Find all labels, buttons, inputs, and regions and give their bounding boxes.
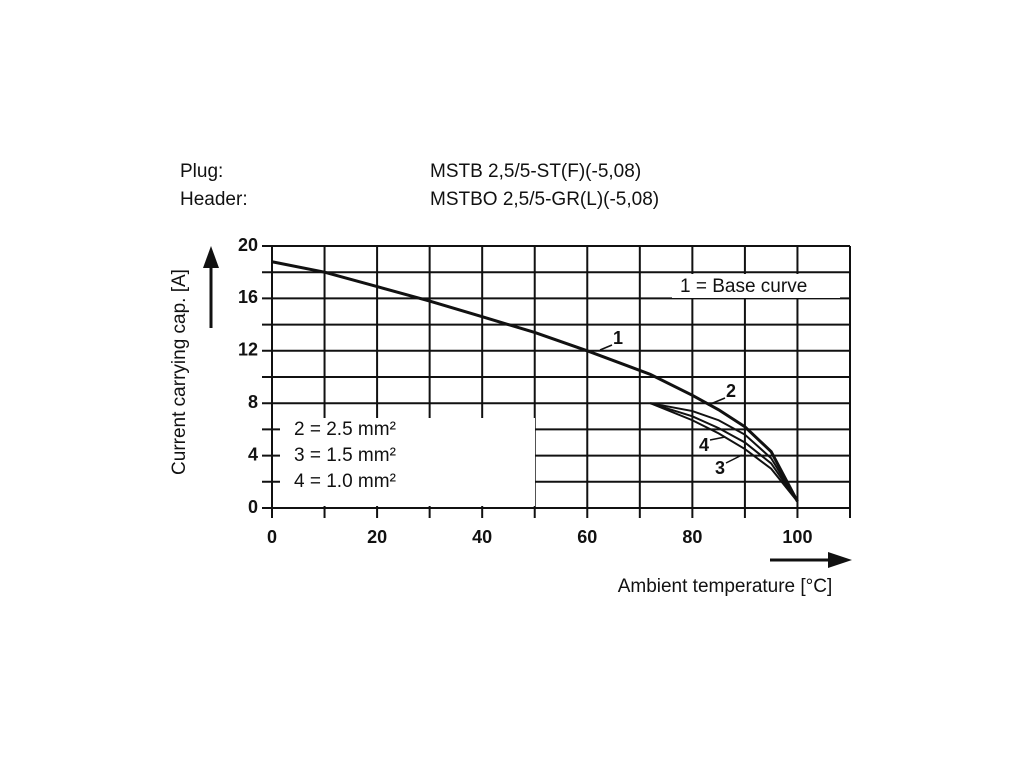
x-tick-label: 60 <box>577 527 597 547</box>
x-tick-label: 0 <box>267 527 277 547</box>
y-tick-label: 4 <box>248 444 258 464</box>
y-tick-label: 16 <box>238 287 258 307</box>
x-axis-label: Ambient temperature [°C] <box>618 576 833 597</box>
curve-label: 2 <box>726 381 736 401</box>
plug-label: Plug: <box>180 161 223 182</box>
curve-leader <box>707 397 726 406</box>
series-line <box>650 402 799 502</box>
curve-label: 3 <box>715 458 725 478</box>
y-tick-label: 12 <box>238 340 258 360</box>
curve-leader <box>709 436 726 441</box>
x-tick-label: 40 <box>472 527 492 547</box>
header-label: Header: <box>180 189 248 210</box>
series-line <box>271 260 799 503</box>
legend-box <box>280 418 535 506</box>
legend-entry: 2 = 2.5 mm² <box>294 419 396 440</box>
legend-entry: 1 = Base curve <box>680 276 807 297</box>
series-line <box>649 402 799 503</box>
x-tick-label: 80 <box>682 527 702 547</box>
plug-value: MSTB 2,5/5-ST(F)(-5,08) <box>430 161 641 182</box>
y-arrow <box>203 246 219 328</box>
curve-leader <box>725 454 743 464</box>
curve-leader <box>599 344 613 351</box>
curve-label: 4 <box>699 435 709 455</box>
series-line <box>650 402 799 503</box>
curve-label: 1 <box>613 328 623 348</box>
x-tick-label: 100 <box>782 527 812 547</box>
x-arrow <box>770 552 852 568</box>
header-value: MSTBO 2,5/5-GR(L)(-5,08) <box>430 189 659 210</box>
y-tick-label: 0 <box>248 497 258 517</box>
x-tick-label: 20 <box>367 527 387 547</box>
y-axis-label: Current carrying cap. [A] <box>169 269 190 475</box>
legend-entry: 3 = 1.5 mm² <box>294 445 396 466</box>
legend-entry: 4 = 1.0 mm² <box>294 471 396 492</box>
legend-box <box>672 274 840 298</box>
y-tick-label: 20 <box>238 235 258 255</box>
y-tick-label: 8 <box>248 392 258 412</box>
